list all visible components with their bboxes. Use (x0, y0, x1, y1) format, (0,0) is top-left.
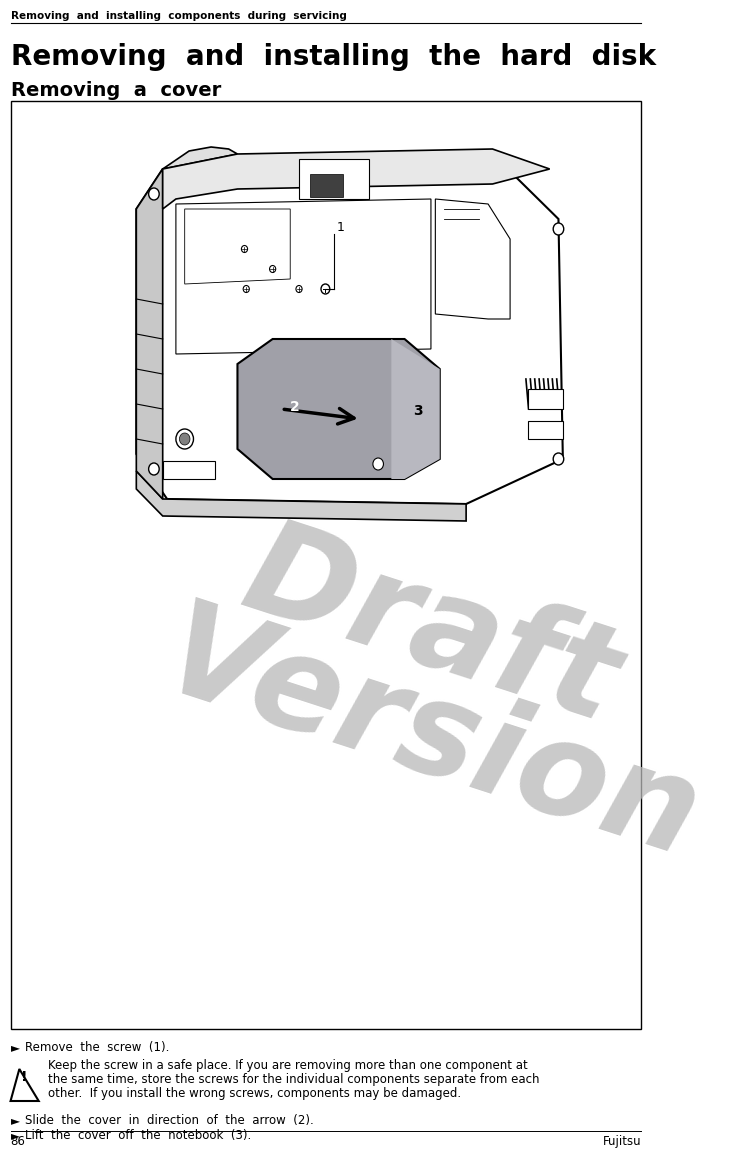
Text: Removing  a  cover: Removing a cover (10, 81, 221, 100)
Text: !: ! (21, 1070, 28, 1084)
Circle shape (176, 429, 193, 449)
Text: Removing  and  installing  components  during  servicing: Removing and installing components durin… (10, 10, 347, 21)
Text: 2: 2 (290, 400, 299, 414)
Bar (10, 101, 641, 1029)
Polygon shape (391, 338, 439, 479)
Bar (528, 389, 563, 409)
Polygon shape (176, 199, 431, 353)
Polygon shape (136, 471, 466, 522)
Circle shape (373, 458, 383, 471)
Text: Removing  and  installing  the  hard  disk: Removing and installing the hard disk (10, 43, 656, 71)
Circle shape (149, 188, 159, 201)
Circle shape (179, 433, 190, 445)
Circle shape (270, 265, 276, 272)
Text: ►: ► (10, 1129, 19, 1142)
Polygon shape (163, 150, 550, 209)
Polygon shape (136, 154, 563, 504)
Polygon shape (163, 147, 237, 169)
Polygon shape (10, 1069, 39, 1101)
Text: Keep the screw in a safe place. If you are removing more than one component at: Keep the screw in a safe place. If you a… (48, 1059, 528, 1072)
Polygon shape (299, 159, 369, 199)
Polygon shape (185, 209, 290, 284)
Text: ►: ► (10, 1114, 19, 1127)
Polygon shape (136, 169, 163, 500)
Bar (163, 461, 216, 479)
Text: other.  If you install the wrong screws, components may be damaged.: other. If you install the wrong screws, … (48, 1087, 462, 1100)
Polygon shape (237, 338, 439, 479)
Text: 1: 1 (337, 221, 345, 234)
Circle shape (243, 285, 249, 292)
Circle shape (321, 284, 330, 294)
Circle shape (242, 246, 247, 253)
Text: ►: ► (10, 1041, 19, 1054)
Text: the same time, store the screws for the individual components separate from each: the same time, store the screws for the … (48, 1073, 540, 1086)
Text: Slide  the  cover  in  direction  of  the  arrow  (2).: Slide the cover in direction of the arro… (24, 1114, 313, 1127)
Bar (528, 421, 563, 439)
Text: 3: 3 (413, 404, 422, 418)
Polygon shape (310, 174, 343, 197)
Text: Remove  the  screw  (1).: Remove the screw (1). (24, 1041, 169, 1054)
Circle shape (554, 223, 564, 235)
Circle shape (149, 462, 159, 475)
Text: Fujitsu: Fujitsu (602, 1135, 641, 1149)
Text: 86: 86 (10, 1135, 25, 1149)
Text: Draft: Draft (228, 509, 634, 749)
Text: Lift  the  cover  off  the  notebook  (3).: Lift the cover off the notebook (3). (24, 1129, 251, 1142)
Circle shape (296, 285, 302, 292)
Text: Version: Version (147, 592, 715, 885)
Polygon shape (435, 199, 510, 319)
Circle shape (554, 453, 564, 465)
